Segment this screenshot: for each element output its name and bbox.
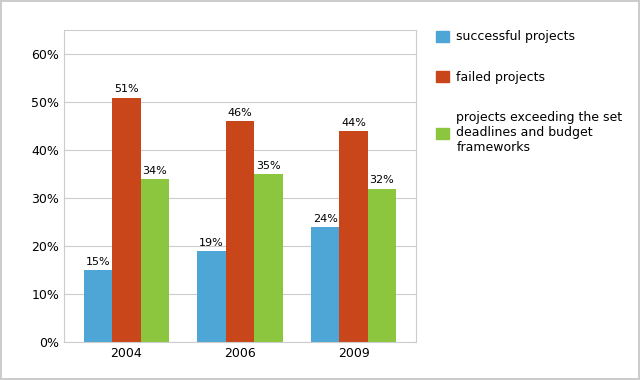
Bar — [141, 179, 169, 342]
Text: 46%: 46% — [228, 108, 252, 118]
Legend: successful projects, failed projects, projects exceeding the set
deadlines and b: successful projects, failed projects, pr… — [436, 30, 623, 154]
Text: 44%: 44% — [341, 118, 366, 128]
Bar — [197, 251, 226, 342]
Bar — [339, 131, 368, 342]
Text: 51%: 51% — [114, 84, 139, 94]
Bar — [311, 227, 339, 342]
Bar — [368, 188, 396, 342]
Bar — [112, 98, 141, 342]
Text: 34%: 34% — [143, 166, 167, 176]
Text: 35%: 35% — [256, 161, 281, 171]
Bar — [226, 122, 254, 342]
Text: 24%: 24% — [313, 214, 337, 223]
Text: 15%: 15% — [86, 257, 110, 267]
Bar — [254, 174, 283, 342]
Text: 19%: 19% — [199, 238, 224, 247]
Text: 32%: 32% — [369, 175, 394, 185]
Bar — [84, 270, 112, 342]
